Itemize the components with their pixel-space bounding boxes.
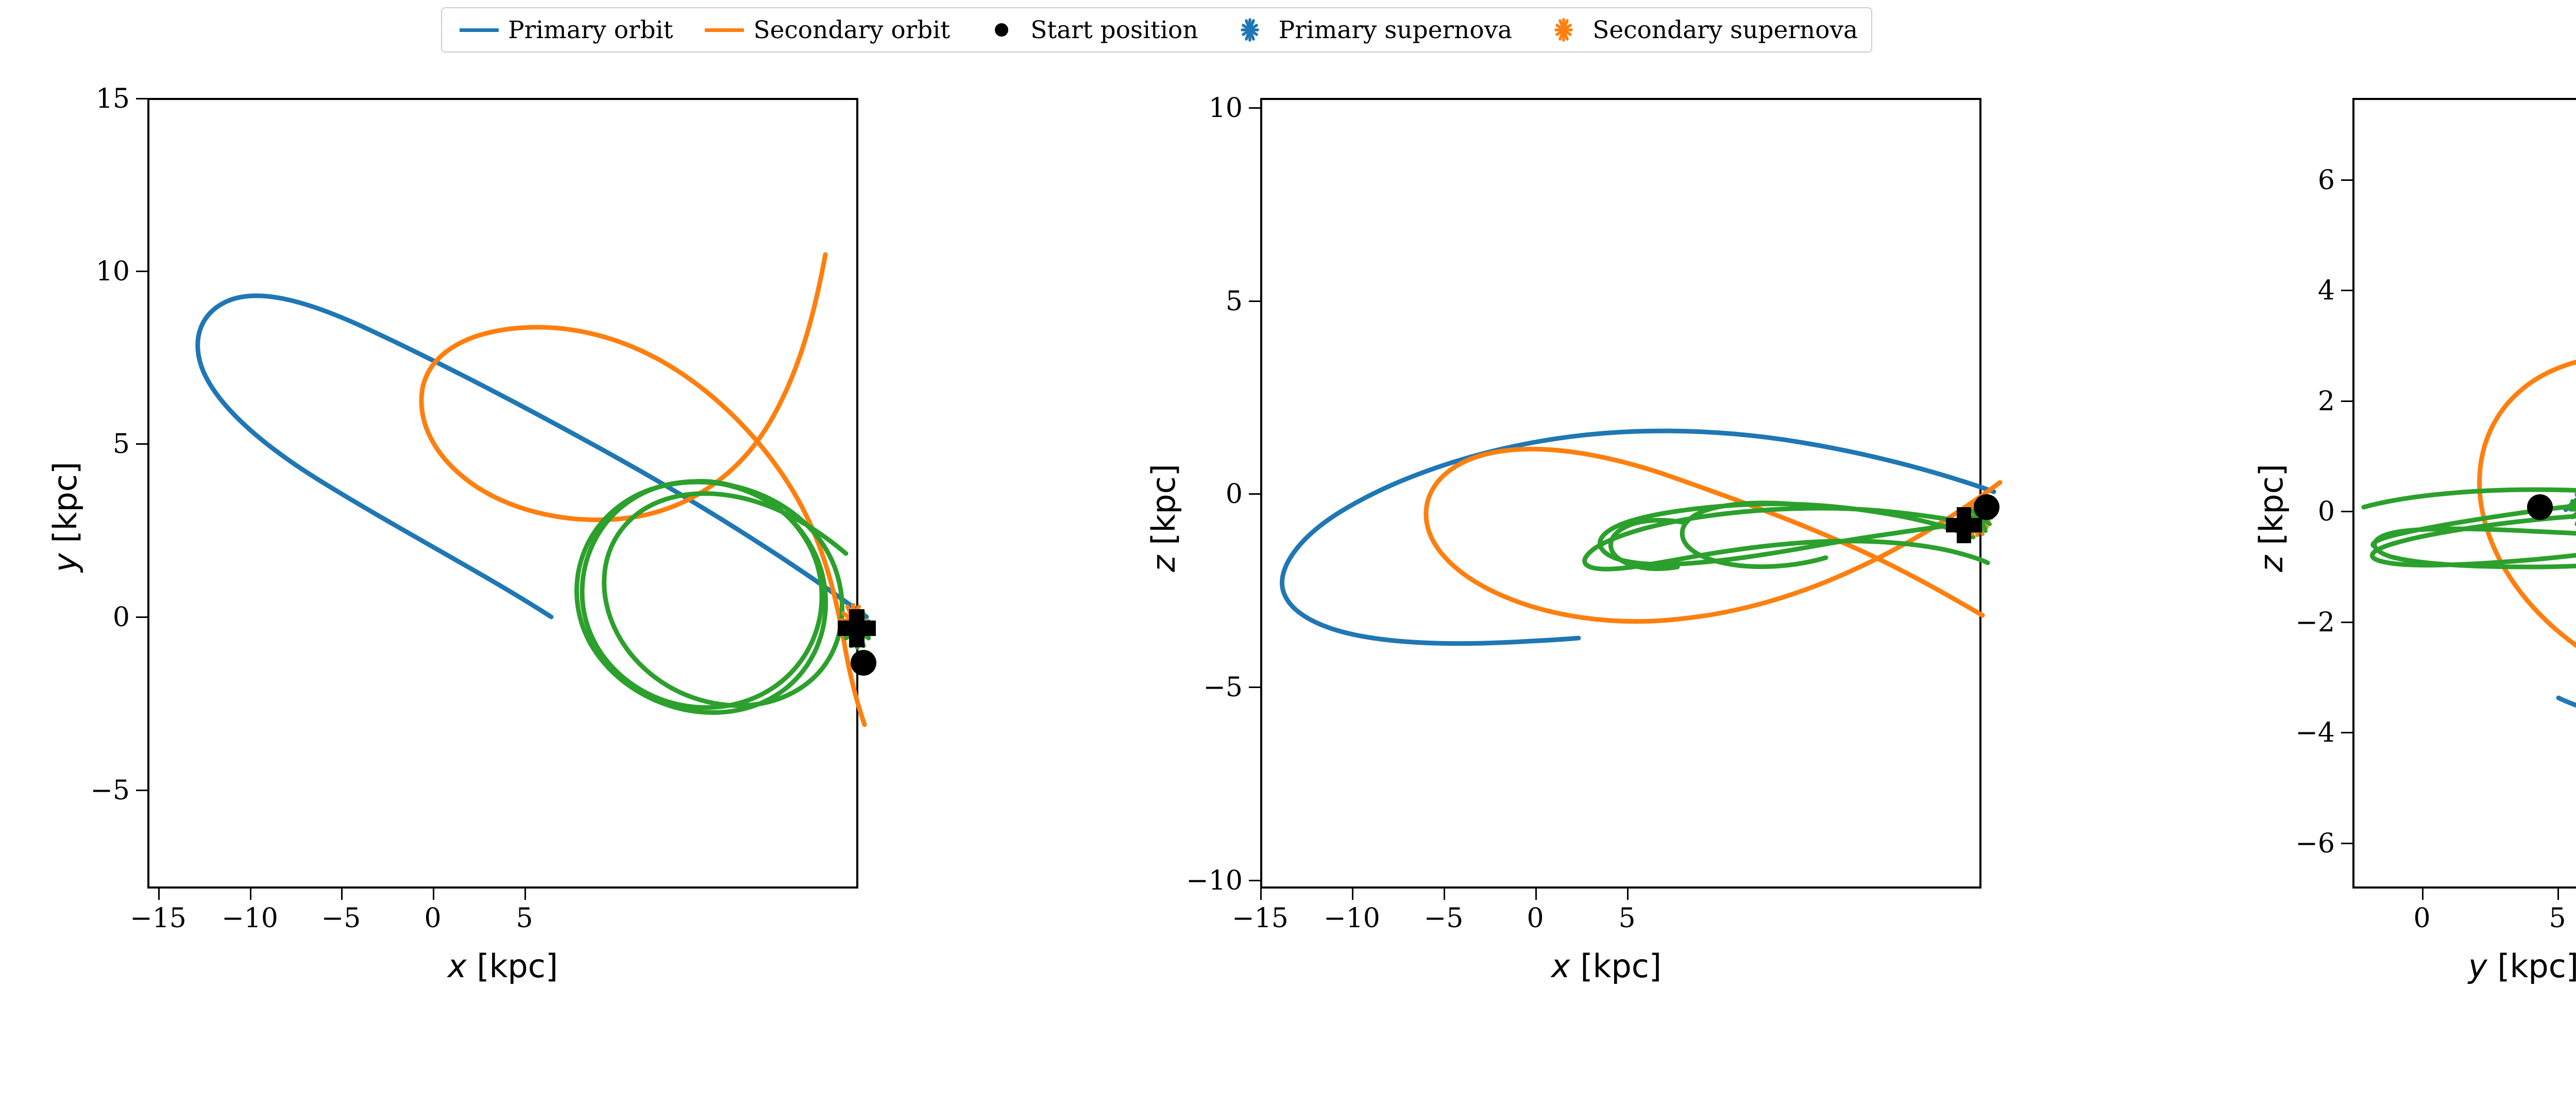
asterisk-star-icon: [1540, 16, 1587, 43]
xtick-mark: [2557, 889, 2559, 900]
xtick-mark: [158, 889, 160, 900]
legend-entry-primary-supernova[interactable]: Primary supernova: [1226, 15, 1513, 44]
ytick-mark: [2341, 843, 2352, 844]
asterisk-star-icon: [1226, 16, 1274, 43]
figure-legend: Primary orbit Secondary orbit Start posi…: [441, 7, 1873, 53]
series-secondary-orbit: [419, 252, 867, 727]
marker-start-position: [2527, 494, 2553, 520]
yticklabel: 2: [2317, 386, 2335, 417]
legend-label-secondary-orbit: Secondary orbit: [753, 15, 951, 44]
series-secondary-orbit: [2477, 360, 2576, 648]
ytick-mark: [136, 616, 147, 618]
xticklabel: 5: [516, 903, 533, 934]
line-swatch-icon: [701, 28, 748, 32]
ytick-mark: [136, 443, 147, 445]
xtick-mark: [433, 889, 434, 900]
legend-label-primary-orbit: Primary orbit: [508, 15, 673, 44]
ytick-mark: [136, 98, 147, 99]
xticklabel: 0: [424, 903, 442, 934]
series-secondary-orbit: [1423, 446, 2003, 624]
xtick-mark: [1535, 889, 1537, 900]
ytick-mark: [2341, 290, 2352, 291]
marker-merge-plus: [838, 609, 876, 647]
ytick-mark: [1249, 687, 1260, 688]
xtick-mark: [524, 889, 526, 900]
line-swatch-icon: [455, 28, 503, 32]
panel-yz-axes: [2352, 98, 2576, 889]
yticklabel: −5: [90, 775, 130, 806]
yticklabel: 0: [1225, 479, 1243, 510]
xtick-mark: [250, 889, 251, 900]
ytick-mark: [2341, 400, 2352, 402]
yticklabel: −4: [2295, 717, 2335, 748]
legend-label-primary-supernova: Primary supernova: [1278, 15, 1513, 44]
yticklabel: 0: [2317, 496, 2335, 527]
panel-yz-yaxis-label: z [kpc]: [2252, 464, 2290, 572]
marker-primary-supernova: [2568, 492, 2576, 527]
yticklabel: 6: [2317, 165, 2335, 196]
ytick-mark: [2341, 622, 2352, 623]
ytick-mark: [136, 790, 147, 791]
ytick-mark: [2341, 732, 2352, 733]
ytick-mark: [1249, 107, 1260, 109]
filled-circle-icon: [978, 18, 1025, 42]
yticklabel: 15: [95, 83, 130, 114]
panel-xy-axes: [147, 98, 876, 889]
legend-entry-secondary-supernova[interactable]: Secondary supernova: [1540, 16, 1858, 44]
series-tertiary-rosette: [1582, 500, 1990, 572]
marker-start-position: [1974, 494, 1999, 520]
xticklabel: 5: [1618, 903, 1636, 934]
yticklabel: 10: [1208, 93, 1243, 124]
xtick-mark: [341, 889, 343, 900]
legend-entry-secondary-orbit[interactable]: Secondary orbit: [701, 16, 950, 44]
marker-start-position: [851, 650, 876, 676]
xticklabel: −10: [222, 903, 278, 934]
ytick-mark: [1249, 300, 1260, 302]
xticklabel: 0: [1527, 903, 1544, 934]
xticklabel: −5: [1423, 903, 1464, 934]
xtick-mark: [1352, 889, 1353, 900]
xticklabel: −15: [130, 903, 187, 934]
yticklabel: −6: [2295, 828, 2335, 859]
xticklabel: −15: [1232, 903, 1289, 934]
ytick-mark: [136, 271, 147, 272]
panel-yz-xaxis-label: y [kpc]: [2468, 947, 2576, 985]
xticklabel: −10: [1324, 903, 1380, 934]
legend-entry-primary-orbit[interactable]: Primary orbit: [455, 16, 673, 44]
yticklabel: 5: [1225, 286, 1243, 317]
ytick-mark: [1249, 880, 1260, 881]
legend-entry-start-position[interactable]: Start position: [978, 16, 1198, 44]
series-primary-orbit: [195, 293, 869, 620]
panel-xz-xaxis-label: x [kpc]: [1551, 947, 1662, 985]
yticklabel: 10: [95, 256, 130, 287]
series-primary-orbit: [2556, 497, 2576, 708]
series-tertiary-rosette: [574, 479, 849, 715]
xticklabel: 0: [2413, 903, 2431, 934]
ytick-mark: [2341, 179, 2352, 181]
xticklabel: 5: [2549, 903, 2566, 934]
yticklabel: 0: [112, 602, 130, 633]
panel-xz-yaxis-label: z [kpc]: [1145, 464, 1182, 572]
xtick-mark: [2422, 889, 2424, 900]
legend-label-secondary-supernova: Secondary supernova: [1592, 15, 1858, 44]
panel-xy-xaxis-label: x [kpc]: [447, 947, 558, 985]
legend-label-start-position: Start position: [1030, 15, 1198, 44]
ytick-mark: [2341, 511, 2352, 512]
xtick-mark: [1627, 889, 1629, 900]
panel-xy-yaxis-label: y [kpc]: [46, 461, 84, 572]
yticklabel: −2: [2295, 607, 2335, 638]
yticklabel: 5: [112, 429, 130, 460]
panel-xz-axes: [1260, 98, 2003, 889]
ytick-mark: [1249, 493, 1260, 495]
marker-merge-plus: [1946, 507, 1982, 543]
xtick-mark: [1444, 889, 1445, 900]
series-primary-orbit: [1280, 428, 1996, 646]
yticklabel: −5: [1203, 672, 1243, 703]
yticklabel: 4: [2317, 275, 2335, 306]
xticklabel: −5: [321, 903, 361, 934]
xtick-mark: [1260, 889, 1262, 900]
yticklabel: −10: [1186, 865, 1243, 896]
